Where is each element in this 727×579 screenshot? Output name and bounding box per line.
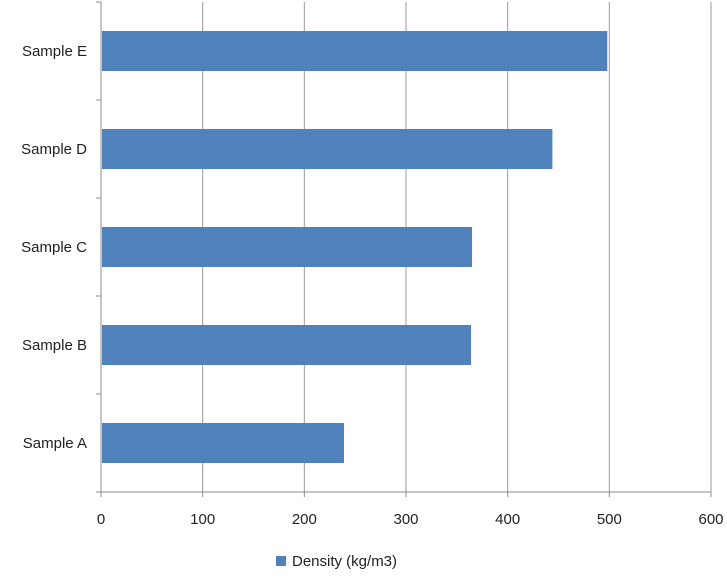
x-tick-labels: 0 100 200 300 400 500 600	[97, 511, 724, 528]
category-labels: Sample A Sample B Sample C Sample D Sample E	[21, 43, 87, 452]
legend-swatch	[276, 556, 286, 566]
legend-label: Density (kg/m3)	[292, 553, 397, 570]
x-tick-label: 500	[597, 511, 622, 528]
category-label: Sample D	[21, 141, 87, 158]
x-tick-label: 0	[97, 511, 105, 528]
bar	[102, 325, 472, 365]
x-tick-label: 100	[190, 511, 215, 528]
x-tick-label: 300	[393, 511, 418, 528]
x-tick-label: 400	[495, 511, 520, 528]
bar	[102, 129, 553, 169]
category-label: Sample B	[22, 337, 87, 354]
x-tick-label: 200	[292, 511, 317, 528]
category-label: Sample A	[23, 435, 87, 452]
bars	[102, 31, 608, 463]
axes	[96, 1, 712, 497]
bar	[102, 227, 473, 267]
x-tick-label: 600	[698, 511, 723, 528]
bar	[102, 31, 608, 71]
category-label: Sample E	[22, 43, 87, 60]
legend: Density (kg/m3)	[276, 553, 397, 570]
category-label: Sample C	[21, 239, 87, 256]
bar	[102, 423, 344, 463]
